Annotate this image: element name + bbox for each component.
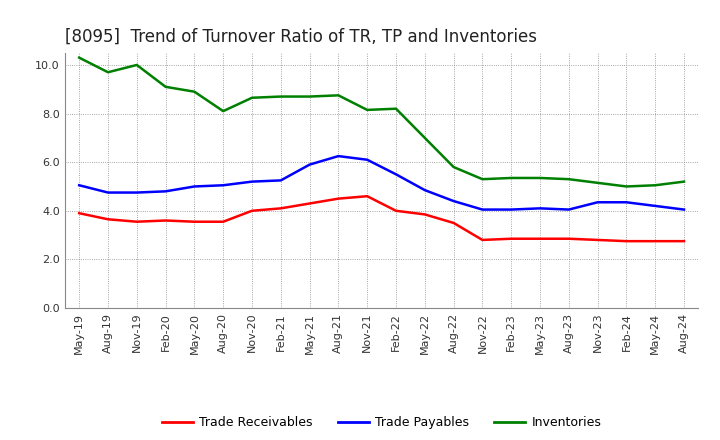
Inventories	[593, 180, 602, 186]
Trade Receivables	[334, 196, 343, 201]
Trade Payables	[507, 207, 516, 212]
Trade Payables	[334, 154, 343, 159]
Trade Payables	[75, 183, 84, 188]
Inventories	[564, 176, 573, 182]
Line: Trade Receivables: Trade Receivables	[79, 196, 684, 241]
Inventories	[680, 179, 688, 184]
Trade Receivables	[622, 238, 631, 244]
Trade Payables	[392, 172, 400, 177]
Trade Receivables	[276, 206, 285, 211]
Inventories	[536, 175, 544, 180]
Inventories	[651, 183, 660, 188]
Trade Payables	[420, 187, 429, 193]
Trade Receivables	[593, 237, 602, 242]
Trade Payables	[680, 207, 688, 212]
Inventories	[478, 176, 487, 182]
Trade Receivables	[478, 237, 487, 242]
Trade Receivables	[536, 236, 544, 242]
Line: Inventories: Inventories	[79, 58, 684, 187]
Text: [8095]  Trend of Turnover Ratio of TR, TP and Inventories: [8095] Trend of Turnover Ratio of TR, TP…	[65, 28, 537, 46]
Inventories	[132, 62, 141, 68]
Trade Payables	[593, 200, 602, 205]
Trade Receivables	[420, 212, 429, 217]
Line: Trade Payables: Trade Payables	[79, 156, 684, 209]
Inventories	[334, 93, 343, 98]
Inventories	[305, 94, 314, 99]
Trade Receivables	[132, 219, 141, 224]
Inventories	[190, 89, 199, 94]
Trade Receivables	[161, 218, 170, 223]
Inventories	[507, 175, 516, 180]
Trade Receivables	[75, 211, 84, 216]
Trade Receivables	[104, 216, 112, 222]
Trade Receivables	[507, 236, 516, 242]
Trade Payables	[622, 200, 631, 205]
Trade Payables	[219, 183, 228, 188]
Trade Payables	[190, 184, 199, 189]
Trade Receivables	[248, 208, 256, 213]
Inventories	[75, 55, 84, 60]
Trade Payables	[363, 157, 372, 162]
Trade Receivables	[564, 236, 573, 242]
Trade Receivables	[190, 219, 199, 224]
Inventories	[622, 184, 631, 189]
Legend: Trade Receivables, Trade Payables, Inventories: Trade Receivables, Trade Payables, Inven…	[157, 411, 606, 434]
Trade Payables	[449, 198, 458, 204]
Inventories	[104, 70, 112, 75]
Trade Receivables	[651, 238, 660, 244]
Inventories	[363, 107, 372, 113]
Trade Payables	[536, 206, 544, 211]
Trade Receivables	[219, 219, 228, 224]
Inventories	[420, 135, 429, 140]
Inventories	[392, 106, 400, 111]
Inventories	[219, 109, 228, 114]
Trade Receivables	[449, 220, 458, 226]
Trade Payables	[276, 178, 285, 183]
Trade Receivables	[392, 208, 400, 213]
Trade Payables	[478, 207, 487, 212]
Trade Payables	[564, 207, 573, 212]
Trade Payables	[651, 203, 660, 209]
Inventories	[161, 84, 170, 89]
Trade Receivables	[680, 238, 688, 244]
Trade Payables	[132, 190, 141, 195]
Trade Payables	[104, 190, 112, 195]
Trade Payables	[305, 162, 314, 167]
Trade Payables	[248, 179, 256, 184]
Inventories	[248, 95, 256, 100]
Trade Receivables	[305, 201, 314, 206]
Inventories	[449, 165, 458, 170]
Inventories	[276, 94, 285, 99]
Trade Payables	[161, 189, 170, 194]
Trade Receivables	[363, 194, 372, 199]
